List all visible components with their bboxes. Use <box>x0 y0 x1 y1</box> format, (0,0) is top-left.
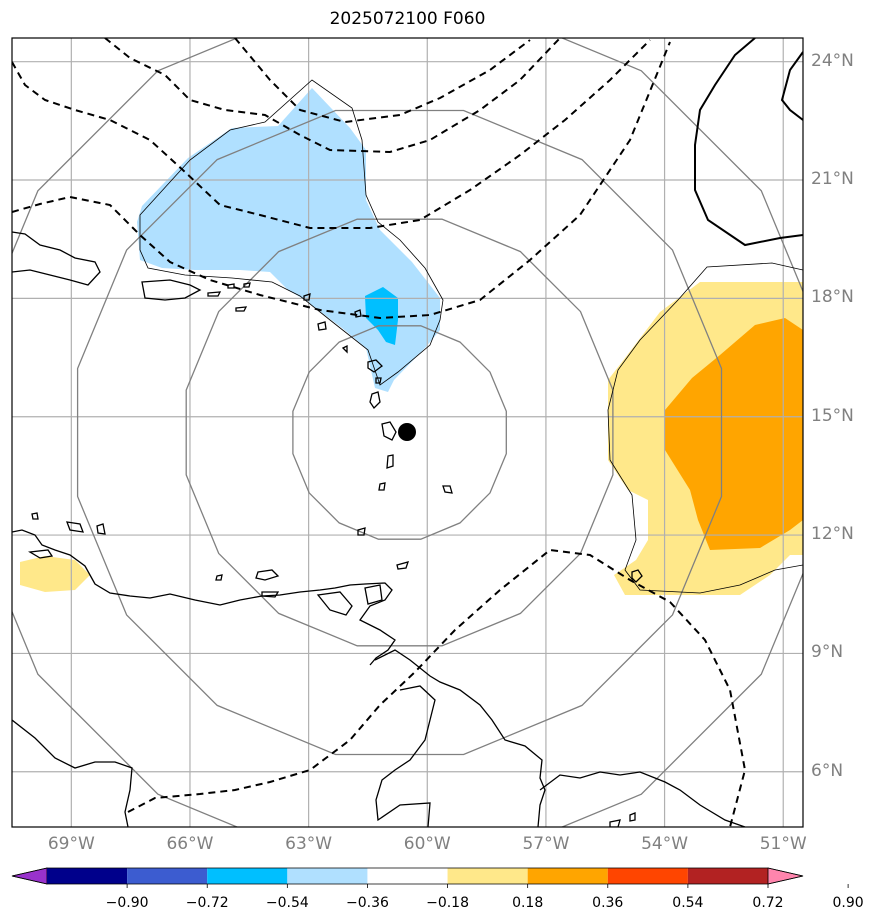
storm-center-marker <box>398 423 416 441</box>
colorbar-tick-label: 0.54 <box>672 895 704 911</box>
colorbar-segment-2 <box>207 868 288 884</box>
graticule <box>12 38 803 827</box>
colorbar-tick-label: −0.18 <box>426 895 469 911</box>
lon-tick-label: 57°W <box>522 834 570 854</box>
colorbar-extend-max <box>767 867 804 885</box>
colorbar-tick-label: 0.90 <box>832 895 864 911</box>
anomaly-outline-east <box>607 262 803 594</box>
colorbar-tick-label: −0.72 <box>185 895 229 911</box>
lat-tick-label: 18°N <box>811 287 854 308</box>
colorbar-tick-label: 0.36 <box>592 895 624 911</box>
range-ring-1 <box>185 218 614 647</box>
colorbar-segment-1 <box>127 868 208 884</box>
lat-tick-label: 6°N <box>811 760 844 781</box>
colorbar-tick-label: 0.18 <box>512 895 544 911</box>
colorbar-segment-4 <box>367 868 448 884</box>
colorbar-segment-6 <box>527 868 608 884</box>
colorbar-outline <box>11 867 804 885</box>
colorbar-tick-label: −0.90 <box>105 895 149 911</box>
negative-anomaly-region-light <box>137 88 440 392</box>
dashed-contours <box>12 38 747 827</box>
colorbar-segment-5 <box>447 868 528 884</box>
colorbar-segment-0 <box>47 868 128 884</box>
lon-tick-label: 54°W <box>641 834 689 854</box>
anomaly-outline-north <box>139 79 444 386</box>
colorbar-segment-7 <box>607 868 688 884</box>
lon-tick-label: 51°W <box>759 834 807 854</box>
negative-anomaly-region-mid <box>365 287 398 345</box>
coastlines <box>12 231 746 827</box>
colorbar <box>11 867 849 888</box>
map-canvas <box>12 38 803 827</box>
colorbar-tick-label: −0.36 <box>345 895 389 911</box>
positive-anomaly-region-mid-east <box>665 318 803 550</box>
map-title: 2025072100 F060 <box>329 9 486 29</box>
positive-anomaly-region-west <box>20 556 90 592</box>
colorbar-segment-8 <box>687 868 768 884</box>
lon-tick-label: 69°W <box>47 834 95 854</box>
lon-tick-label: 66°W <box>166 834 214 854</box>
lat-tick-label: 9°N <box>811 642 844 663</box>
range-ring-3 <box>12 38 803 827</box>
map-frame <box>11 37 804 828</box>
lon-tick-label: 60°W <box>403 834 451 854</box>
lat-tick-label: 21°N <box>811 169 854 190</box>
colorbar-extend-min <box>11 867 48 885</box>
range-ring-0 <box>292 325 507 540</box>
colorbar-tick-label: −0.54 <box>265 895 309 911</box>
colorbar-segment-3 <box>287 868 368 884</box>
lat-tick-label: 15°N <box>811 405 854 426</box>
solid-contours <box>694 38 803 247</box>
lat-tick-label: 12°N <box>811 524 854 545</box>
colorbar-tick-label: 0.72 <box>752 895 784 911</box>
lat-tick-label: 24°N <box>811 50 854 71</box>
lon-tick-label: 63°W <box>285 834 333 854</box>
